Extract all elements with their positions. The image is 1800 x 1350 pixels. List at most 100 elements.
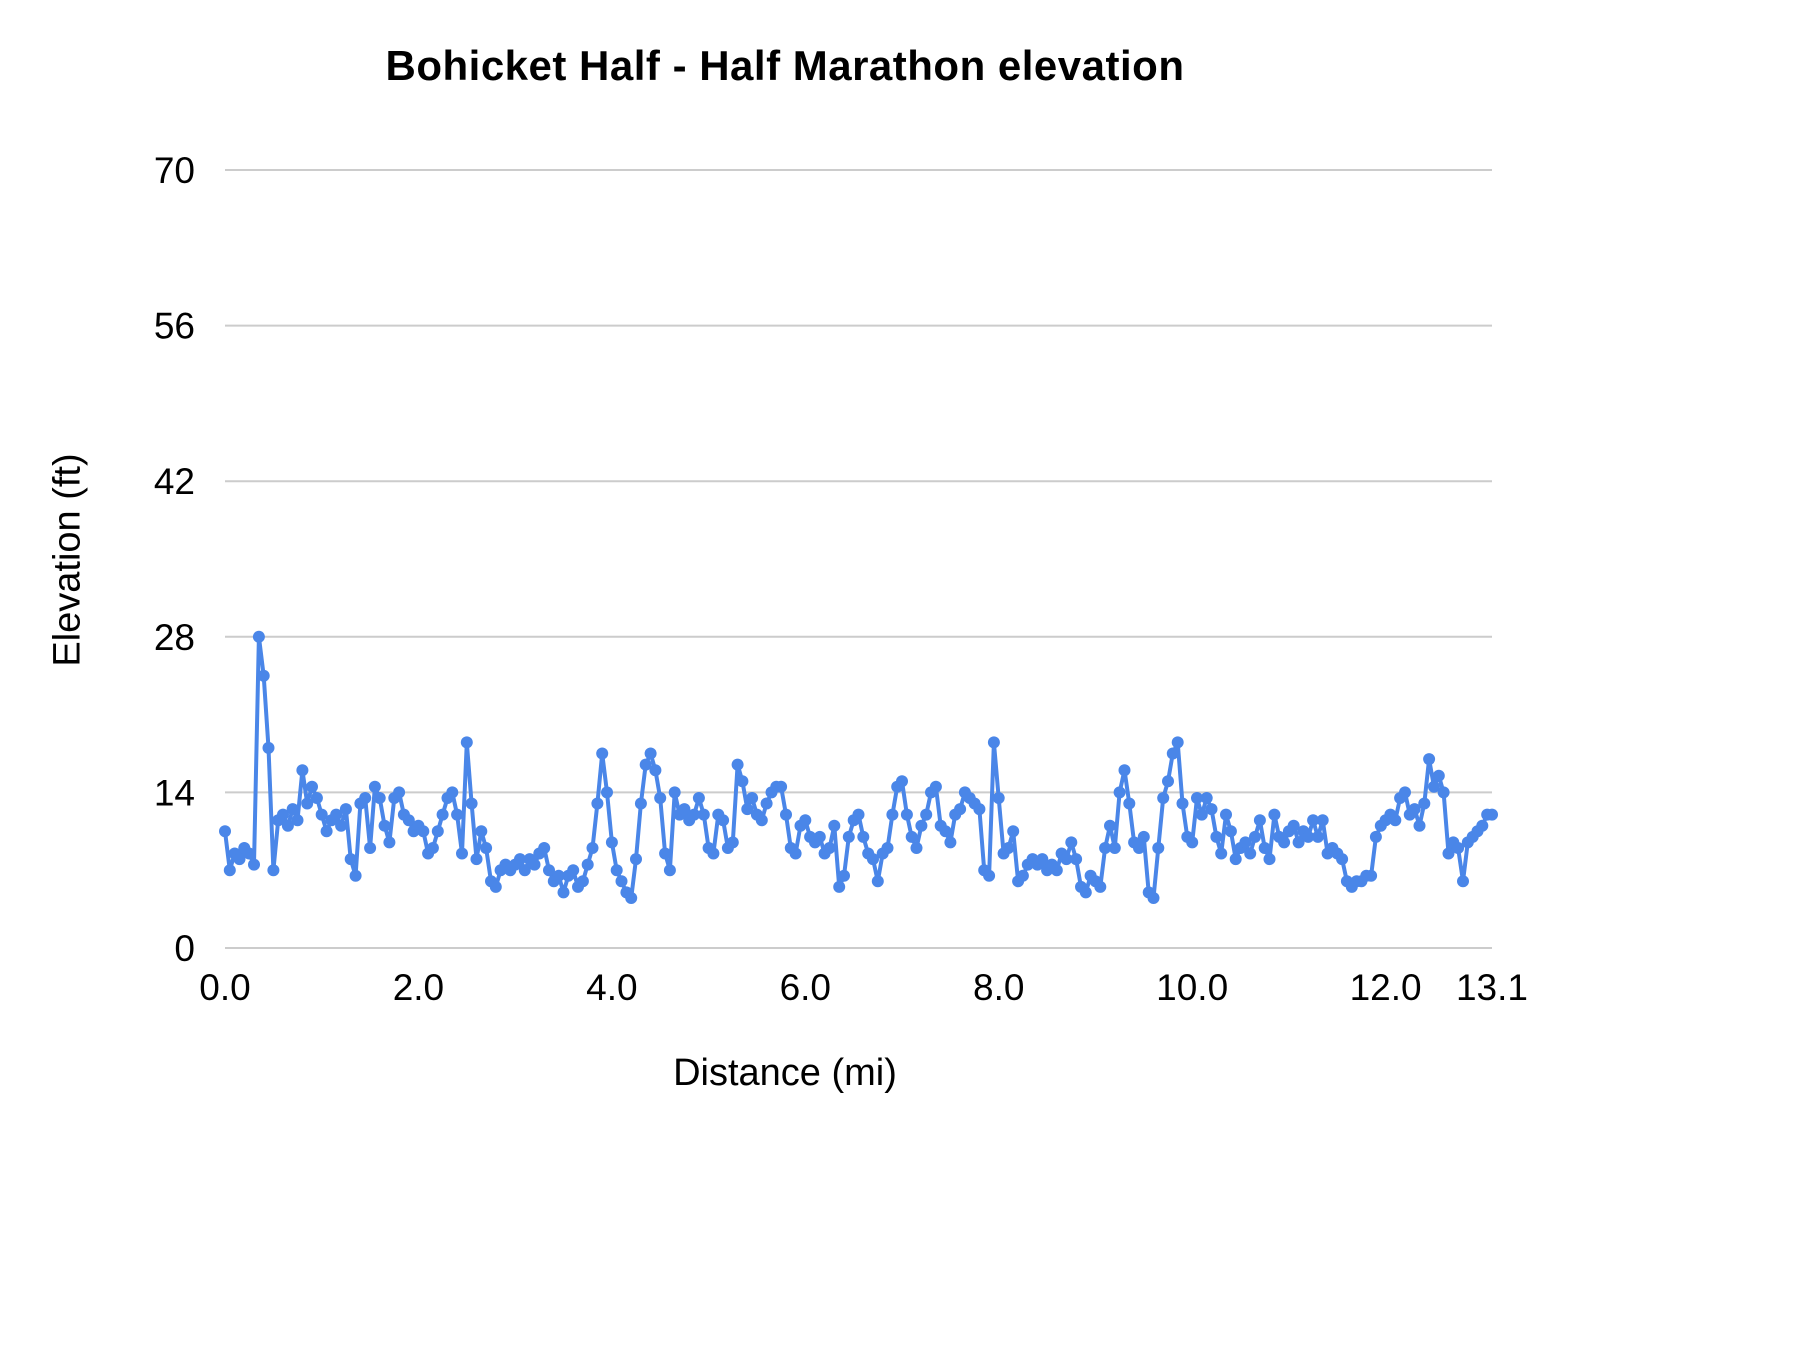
data-point-marker: [1070, 853, 1083, 866]
data-point-marker: [310, 792, 323, 804]
data-point-marker: [402, 814, 415, 827]
data-point-marker: [1336, 853, 1349, 866]
data-point-marker: [644, 747, 657, 760]
data-point-marker: [233, 853, 246, 866]
data-point-marker: [248, 858, 260, 871]
y-tick-label: 56: [154, 306, 195, 347]
data-point-marker: [335, 819, 348, 832]
data-point-marker: [688, 808, 701, 821]
data-point-marker: [581, 858, 594, 871]
data-point-marker: [1437, 786, 1450, 799]
y-tick-label: 14: [154, 772, 195, 813]
data-point-marker: [349, 869, 362, 882]
data-point-marker: [736, 775, 749, 788]
data-point-marker: [1123, 797, 1136, 810]
data-point-marker: [281, 819, 294, 832]
x-tick-label: 0.0: [199, 967, 250, 1008]
data-point-marker: [330, 808, 343, 821]
data-point-marker: [1016, 869, 1029, 882]
data-point-marker: [630, 853, 642, 866]
data-point-marker: [755, 814, 768, 827]
data-point-marker: [1205, 803, 1218, 816]
data-point-marker: [1094, 880, 1107, 893]
data-point-marker: [1369, 830, 1382, 843]
data-point-marker: [1113, 786, 1126, 799]
data-point-marker: [625, 892, 638, 904]
data-point-marker: [905, 830, 918, 843]
data-point-marker: [1007, 825, 1020, 838]
data-point-marker: [842, 830, 855, 843]
data-point-marker: [514, 853, 526, 866]
data-point-marker: [678, 803, 691, 816]
data-point-marker: [446, 786, 459, 799]
y-tick-label: 42: [154, 461, 195, 502]
data-point-marker: [659, 847, 672, 860]
data-point-marker: [1050, 864, 1063, 877]
data-point-marker: [881, 842, 894, 854]
data-point-marker: [1253, 814, 1266, 827]
y-tick-label: 0: [174, 928, 195, 969]
data-point-marker: [707, 847, 720, 860]
data-point-marker: [1239, 836, 1252, 849]
data-point-marker: [838, 869, 850, 882]
data-point-marker: [915, 819, 928, 832]
data-point-marker: [576, 875, 589, 888]
data-point-marker: [1036, 853, 1049, 866]
data-point-marker: [1171, 736, 1184, 749]
data-point-marker: [789, 847, 802, 860]
data-point-marker: [528, 858, 541, 871]
data-point-marker: [436, 808, 449, 821]
data-point-marker: [296, 764, 309, 777]
data-point-marker: [1133, 842, 1145, 854]
data-point-marker: [1278, 836, 1291, 849]
data-point-marker: [1162, 775, 1174, 788]
data-point-marker: [1176, 797, 1189, 810]
data-point-marker: [746, 792, 759, 804]
data-point-marker: [252, 630, 265, 643]
data-point-marker: [1147, 892, 1160, 904]
data-point-marker: [1215, 847, 1228, 860]
data-point-marker: [1229, 853, 1242, 866]
data-point-marker: [799, 814, 812, 827]
data-point-marker: [286, 803, 299, 816]
data-point-marker: [920, 808, 933, 821]
data-point-marker: [910, 842, 923, 854]
data-point-marker: [383, 836, 396, 849]
data-point-marker: [1104, 819, 1116, 832]
data-point-marker: [605, 836, 618, 849]
data-point-marker: [1292, 836, 1305, 849]
data-point-marker: [1099, 842, 1112, 854]
data-point-marker: [373, 792, 386, 804]
data-point-marker: [1423, 753, 1436, 766]
data-point-marker: [1137, 830, 1150, 843]
data-point-marker: [1166, 747, 1179, 760]
data-point-marker: [596, 747, 609, 760]
data-point-marker: [567, 864, 580, 877]
data-point-marker: [1268, 808, 1281, 821]
data-point-marker: [697, 808, 710, 821]
data-point-marker: [431, 825, 444, 838]
x-tick-label: 4.0: [586, 967, 637, 1008]
data-point-marker: [277, 808, 289, 821]
data-point-marker: [731, 758, 744, 771]
x-tick-label: 6.0: [780, 967, 831, 1008]
data-point-marker: [364, 842, 377, 854]
data-point-marker: [852, 808, 865, 821]
data-point-marker: [426, 842, 439, 854]
data-point-marker: [741, 803, 754, 816]
x-axis-title: Distance (mi): [673, 1052, 897, 1094]
data-point-marker: [833, 880, 846, 893]
data-point-marker: [1307, 814, 1320, 827]
data-point-marker: [1389, 814, 1402, 827]
data-point-marker: [223, 864, 236, 877]
data-point-marker: [1418, 797, 1431, 810]
data-point-marker: [451, 808, 464, 821]
data-point-marker: [306, 780, 318, 793]
data-point-marker: [823, 842, 836, 854]
data-point-marker: [543, 864, 555, 877]
x-tick-label: 12.0: [1350, 967, 1422, 1008]
data-point-marker: [1186, 836, 1199, 849]
data-point-marker: [552, 869, 565, 882]
data-point-marker: [591, 797, 604, 810]
data-point-marker: [1457, 875, 1469, 888]
